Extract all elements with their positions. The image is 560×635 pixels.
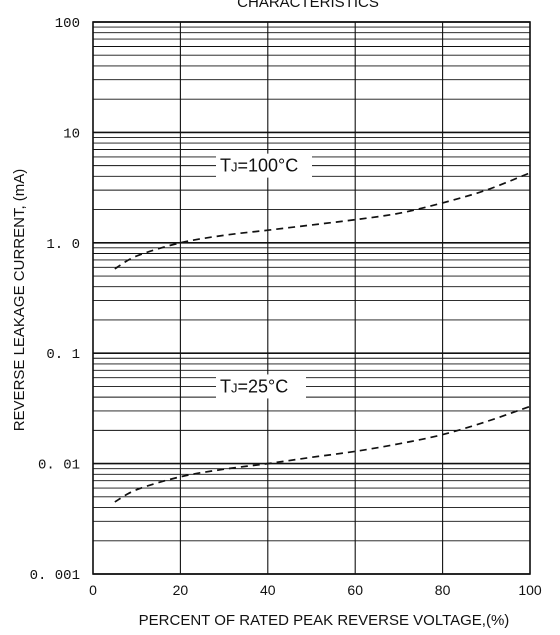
x-tick-label: 20: [173, 582, 189, 598]
y-tick-labels: 100 10 1. 0 0. 1 0. 01 0. 001: [30, 16, 80, 584]
y-tick-label: 0. 01: [38, 458, 80, 474]
series-line-tj-25c: [115, 406, 530, 502]
y-tick-label: 1. 0: [46, 237, 80, 253]
x-tick-label: 40: [260, 582, 276, 598]
annotation-tj-25c: TJ=25°C: [220, 376, 288, 396]
y-tick-label: 10: [63, 126, 80, 142]
x-axis-label: PERCENT OF RATED PEAK REVERSE VOLTAGE,(%…: [139, 612, 510, 629]
x-tick-labels: 0 20 40 60 80 100: [89, 582, 542, 598]
series-group: [115, 173, 530, 502]
series-line-tj-100c: [115, 173, 530, 269]
chart-title: CHARACTERISTICS: [237, 0, 379, 11]
plot-frame: [93, 22, 530, 574]
y-tick-label: 0. 001: [30, 568, 80, 584]
x-tick-label: 0: [89, 582, 97, 598]
y-axis-label: REVERSE LEAKAGE CURRENT, (mA): [11, 169, 28, 432]
x-tick-label: 60: [347, 582, 363, 598]
x-tick-label: 80: [435, 582, 451, 598]
y-tick-label: 100: [55, 16, 80, 32]
x-tick-label: 100: [518, 582, 542, 598]
y-tick-label: 0. 1: [46, 347, 80, 363]
plot-grid: [93, 22, 530, 574]
